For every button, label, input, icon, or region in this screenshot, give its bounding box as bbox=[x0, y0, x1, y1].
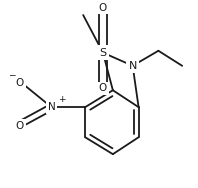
Text: N: N bbox=[129, 61, 137, 71]
Text: +: + bbox=[58, 95, 65, 104]
Text: S: S bbox=[99, 48, 107, 58]
Text: O: O bbox=[16, 78, 24, 88]
Text: −: − bbox=[8, 71, 16, 80]
Text: O: O bbox=[99, 83, 107, 93]
Text: O: O bbox=[16, 121, 24, 131]
Text: O: O bbox=[99, 2, 107, 13]
Text: N: N bbox=[48, 102, 55, 112]
